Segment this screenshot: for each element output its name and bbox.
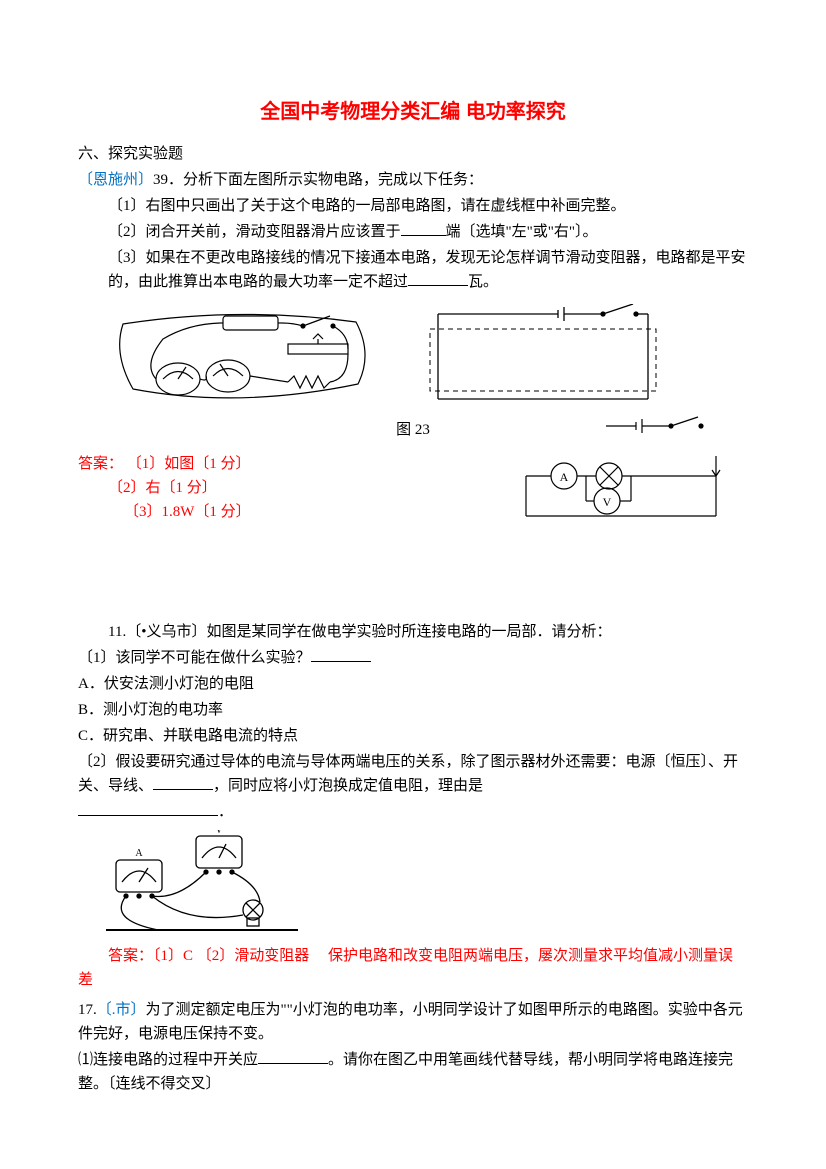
q11-ans1: 〔1〕C — [153, 948, 197, 964]
q17-num: 17. — [78, 1002, 97, 1018]
q39-p2: 〔2〕闭合开关前，滑动变阻器滑片应该置于 端〔选填"左"或"右"〕。 — [78, 220, 748, 244]
q39-physical-circuit — [108, 304, 378, 414]
q39-ans1: 〔1〕如图〔1 分〕 — [127, 456, 251, 472]
blank — [78, 802, 218, 816]
q11-p2: 〔2〕假设要研究通过导体的电流与导体两端电压的关系，除了图示器材外还需要：电源〔… — [78, 750, 748, 798]
q11-optB: B．测小灯泡的电功率 — [78, 698, 748, 722]
q17-head: 17.〔.市〕为了测定额定电压为""小灯泡的电功率，小明同学设计了如图甲所示的电… — [78, 998, 748, 1046]
doc-title: 全国中考物理分类汇编 电功率探究 — [78, 96, 748, 128]
section-header: 六、探究实验题 — [78, 142, 748, 166]
q11-figure: A V — [98, 830, 308, 940]
q39-p1: 〔1〕右图中只画出了关于这个电路的一局部电路图，请在虚线框中补画完整。 — [78, 194, 748, 218]
q11-p1: 〔1〕该同学不可能在做什么实验？ — [78, 646, 748, 670]
q17-p1a: ⑴连接电路的过程中开关应 — [78, 1052, 258, 1068]
q39-figure-row — [108, 304, 748, 414]
q11-p2c: ． — [78, 800, 748, 824]
q11-head: 11.〔•义乌市〕如图是某同学在做电学实验时所连接电路的一局部．请分析： — [78, 620, 748, 644]
q39-p3: 〔3〕如果在不更改电路接线的情况下接通本电路，发现无论怎样调节滑动变阻器，电路都… — [78, 246, 748, 294]
blank — [401, 222, 446, 236]
q11-answer: 答案：〔1〕C 〔2〕滑动变阻器 保护电路和改变电阻两端电压，屡次测量求平均值减… — [78, 944, 748, 992]
q17-p1: ⑴连接电路的过程中开关应。请你在图乙中用笔画线代替导线，帮小明同学将电路连接完整… — [78, 1048, 748, 1096]
q11-p2b: ，同时应将小灯泡换成定值电阻，理由是 — [213, 778, 483, 794]
q11-p2c-text: ． — [218, 804, 233, 820]
svg-text:V: V — [603, 495, 612, 509]
q17-headb: 为了测定额定电压为""小灯泡的电功率，小明同学设计了如图甲所示的电路图。实验中各… — [78, 1002, 743, 1042]
q11-p1-text: 〔1〕该同学不可能在做什么实验？ — [78, 650, 311, 666]
q39-p3b: 瓦。 — [468, 274, 498, 290]
q11-optA: A．伏安法测小灯泡的电阻 — [78, 672, 748, 696]
q39-num: 39． — [153, 172, 183, 188]
svg-text:A: A — [135, 848, 143, 859]
q39-schematic-partial — [418, 304, 668, 414]
q39-answer-circuit: A V — [516, 416, 726, 526]
q39-p2b: 端〔选填"左"或"右"〕。 — [446, 224, 598, 240]
q39-source: 〔恩施州〕 — [78, 172, 153, 188]
blank — [311, 648, 371, 662]
blank — [258, 1050, 328, 1064]
q11-optC: C．研究串、并联电路电流的特点 — [78, 724, 748, 748]
blank — [153, 776, 213, 790]
blank — [408, 272, 468, 286]
svg-text:A: A — [560, 470, 569, 484]
q17-source: 〔.市〕 — [97, 1002, 146, 1018]
q39-stem-line: 〔恩施州〕39．分析下面左图所示实物电路，完成以下任务： — [78, 168, 748, 192]
q11-ans-label: 答案： — [108, 948, 153, 964]
svg-text:V: V — [215, 830, 223, 836]
q39-p2a: 〔2〕闭合开关前，滑动变阻器滑片应该置于 — [108, 224, 401, 240]
q39-stem: 分析下面左图所示实物电路，完成以下任务： — [183, 172, 483, 188]
ans-label: 答案： — [78, 456, 123, 472]
